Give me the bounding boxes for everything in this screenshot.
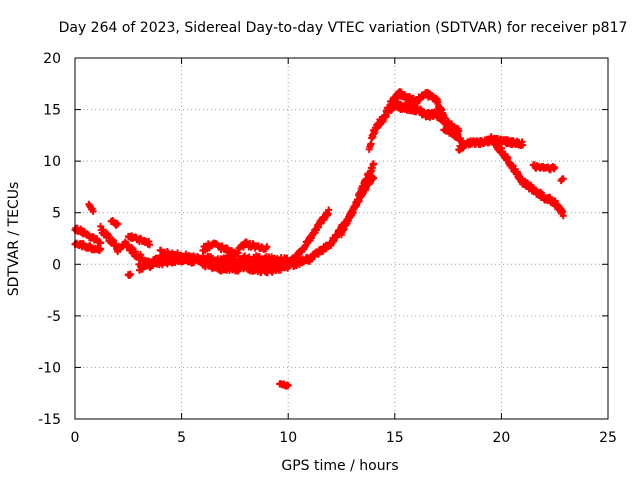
data-point [440, 111, 448, 119]
x-tick-label: 20 [492, 430, 510, 446]
data-point [369, 160, 377, 168]
y-tick-label: 10 [43, 154, 61, 170]
x-tick-label: 0 [71, 430, 80, 446]
y-tick-label: -10 [38, 360, 61, 376]
x-axis-label: GPS time / hours [281, 458, 398, 474]
data-point [559, 212, 567, 220]
y-tick-label: -5 [47, 309, 61, 325]
data-point [174, 249, 182, 257]
data-point [223, 244, 231, 252]
x-tick-label: 15 [386, 430, 404, 446]
plot-border [74, 57, 609, 420]
data-point [89, 207, 97, 215]
data-point [97, 245, 105, 253]
data-point [284, 382, 292, 390]
data-point [369, 174, 377, 182]
data-point [519, 141, 527, 149]
x-tick-label: 25 [599, 430, 617, 446]
data-point [559, 175, 567, 183]
x-tick-label: 10 [279, 430, 297, 446]
y-axis-label: SDTVAR / TECUs [6, 182, 22, 297]
data-points [71, 88, 567, 390]
grid [75, 58, 608, 419]
chart-title: Day 264 of 2023, Sidereal Day-to-day VTE… [59, 20, 628, 36]
y-tick-label: 20 [43, 51, 61, 67]
x-tick-label: 5 [177, 430, 186, 446]
data-point [234, 249, 242, 257]
plot-frame [74, 57, 609, 420]
y-tick-label: 5 [52, 206, 61, 222]
data-point [325, 206, 333, 214]
y-tick-label: -15 [38, 412, 61, 428]
y-tick-label: 0 [52, 257, 61, 273]
data-point [551, 164, 559, 172]
data-point [126, 270, 134, 278]
data-point [146, 241, 154, 249]
data-point [114, 220, 122, 228]
y-tick-label: 15 [43, 103, 61, 119]
data-point [263, 243, 271, 251]
axis-ticks: 0 5 10 15 20 25 -15 -10 -5 0 5 10 15 20 [38, 51, 617, 446]
